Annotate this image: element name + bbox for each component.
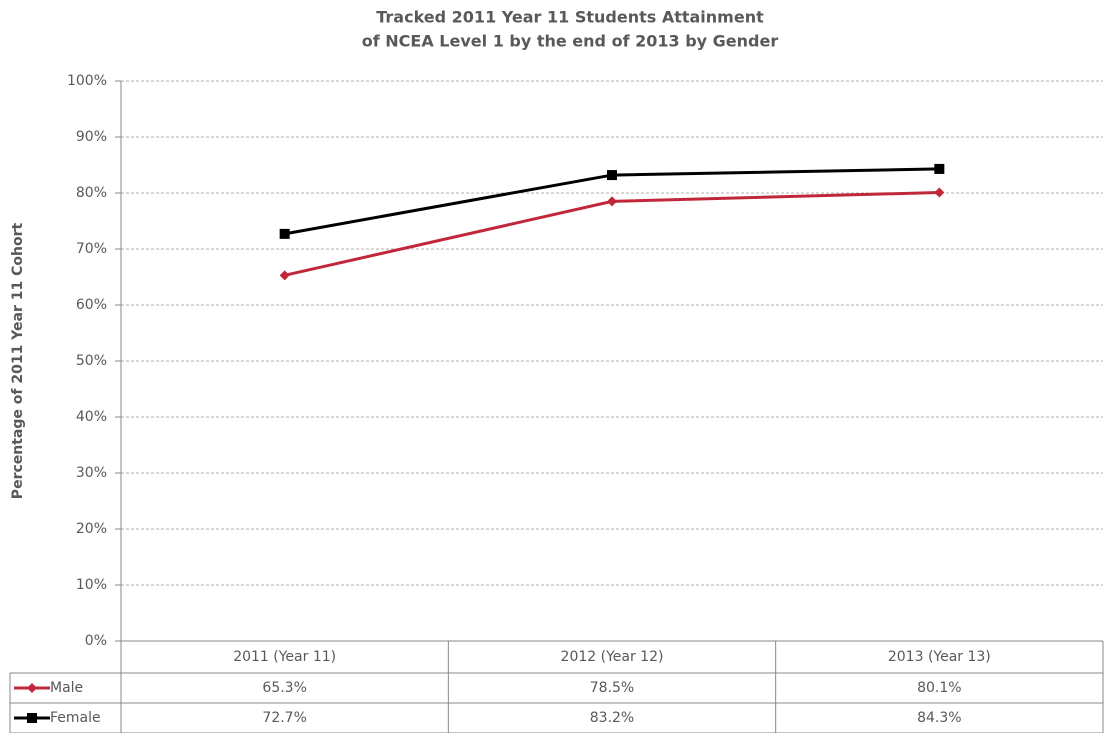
data-point bbox=[607, 170, 617, 181]
y-tick-label: 50% bbox=[76, 353, 107, 369]
y-tick-label: 30% bbox=[76, 465, 107, 481]
legend-marker bbox=[27, 683, 37, 693]
data-point bbox=[279, 270, 290, 281]
y-tick-label: 20% bbox=[76, 521, 107, 537]
y-tick-label: 40% bbox=[76, 409, 107, 425]
data-point bbox=[934, 187, 945, 198]
y-tick-label: 10% bbox=[76, 577, 107, 593]
y-tick-label: 90% bbox=[76, 129, 107, 145]
data-point bbox=[279, 228, 290, 239]
data-label: 84.3% bbox=[917, 710, 961, 726]
data-point bbox=[934, 163, 945, 174]
y-tick-label: 70% bbox=[76, 241, 107, 257]
chart-title: of NCEA Level 1 by the end of 2013 by Ge… bbox=[362, 32, 779, 51]
y-axis-label: Percentage of 2011 Year 11 Cohort bbox=[10, 223, 26, 500]
data-label: 80.1% bbox=[917, 680, 961, 696]
legend-marker bbox=[27, 713, 37, 723]
data-label: 72.7% bbox=[262, 710, 306, 726]
data-point bbox=[607, 196, 617, 207]
y-tick-label: 100% bbox=[67, 73, 107, 89]
x-tick-label: 2012 (Year 12) bbox=[561, 649, 664, 665]
data-label: 65.3% bbox=[262, 680, 306, 696]
legend-label: Male bbox=[50, 680, 83, 696]
chart-title: Tracked 2011 Year 11 Students Attainment bbox=[376, 8, 764, 27]
legend-label: Female bbox=[50, 710, 101, 726]
y-tick-label: 60% bbox=[76, 297, 107, 313]
data-label: 83.2% bbox=[590, 710, 634, 726]
y-tick-label: 0% bbox=[85, 633, 107, 649]
y-tick-label: 80% bbox=[76, 185, 107, 201]
x-tick-label: 2013 (Year 13) bbox=[888, 649, 991, 665]
data-label: 78.5% bbox=[590, 680, 634, 696]
x-tick-label: 2011 (Year 11) bbox=[233, 649, 336, 665]
